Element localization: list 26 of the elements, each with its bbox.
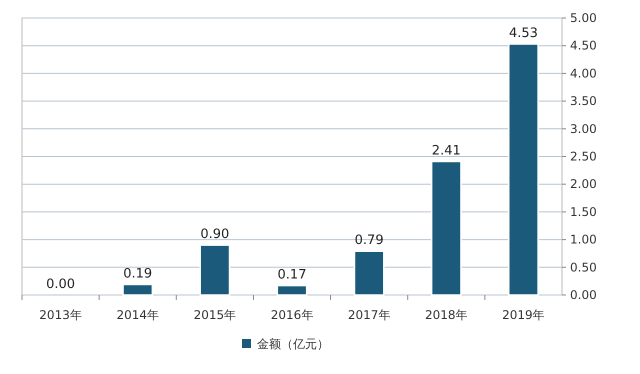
y-tick-label: 2.50: [570, 150, 597, 164]
y-tick-label: 2.00: [570, 177, 597, 192]
data-label: 0.90: [200, 227, 230, 242]
y-tick-label: 1.50: [570, 204, 597, 219]
data-label: 2.41: [432, 143, 461, 158]
y-tick-label: 0.00: [570, 288, 597, 302]
x-tick-label: 2018年: [425, 308, 468, 322]
y-tick-label: 5.00: [570, 11, 597, 25]
legend-label: 金额（亿元）: [257, 337, 329, 351]
y-tick-label: 4.00: [570, 66, 597, 80]
y-tick-label: 0.50: [570, 260, 597, 274]
x-tick-label: 2016年: [270, 308, 314, 322]
data-label: 0.00: [46, 277, 76, 292]
y-tick-label: 4.50: [570, 38, 597, 53]
x-tick-label: 2017年: [348, 308, 390, 322]
y-tick-label: 3.50: [570, 94, 597, 108]
y-tick-label: 1.00: [570, 232, 597, 247]
x-tick-label: 2014年: [116, 308, 159, 322]
data-label: 0.17: [278, 268, 306, 283]
x-tick-label: 2013年: [39, 308, 82, 322]
data-label: 0.79: [354, 233, 384, 248]
x-tick-label: 2015年: [194, 308, 236, 322]
x-tick-label: 2019年: [502, 308, 545, 322]
data-label: 4.53: [508, 26, 538, 42]
data-label: 0.19: [123, 266, 152, 282]
y-tick-label: 3.00: [570, 122, 597, 136]
